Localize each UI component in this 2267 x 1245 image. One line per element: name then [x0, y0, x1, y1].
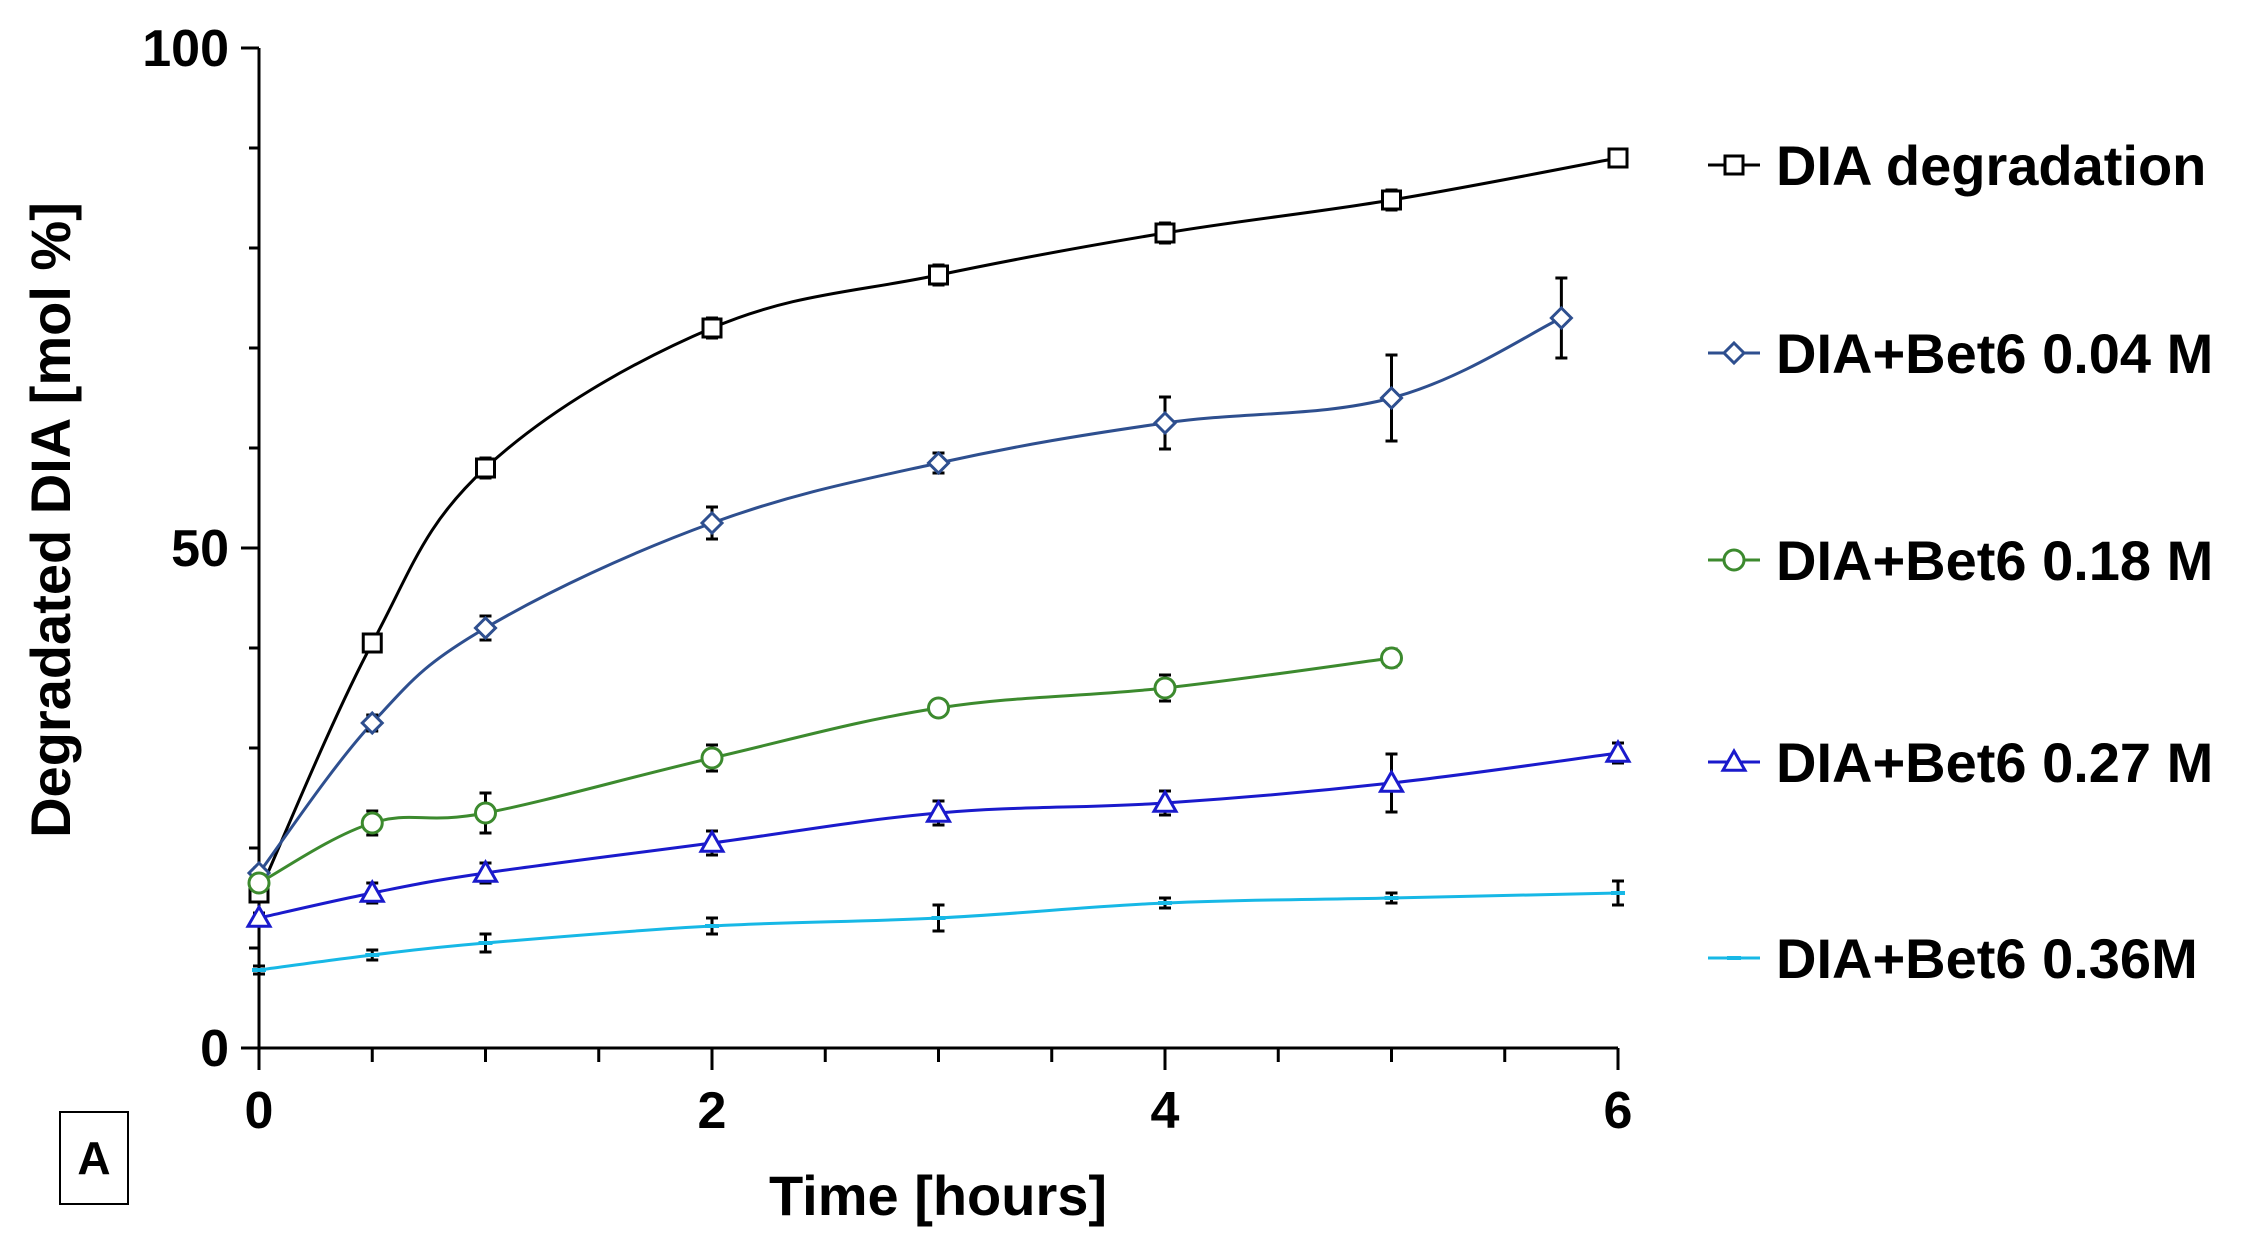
data-point: [928, 264, 949, 286]
data-point: [1377, 768, 1406, 793]
x-tick-label: 4: [1151, 1082, 1180, 1140]
series-line: [257, 316, 1563, 874]
x-tick-label: 2: [698, 1082, 727, 1140]
data-point: [700, 746, 724, 770]
data-point: [924, 798, 953, 823]
data-point: [1151, 788, 1179, 813]
data-point: [360, 811, 384, 835]
legend-label: DIA degradation: [1776, 134, 2206, 197]
series-line: [258, 656, 1392, 885]
x-axis-title: Time [hours]: [769, 1164, 1107, 1227]
series-line: [257, 156, 1619, 894]
data-point: [245, 903, 273, 928]
series-line: [258, 751, 1619, 920]
data-point: [927, 696, 950, 720]
x-tick-label: 6: [1604, 1082, 1633, 1140]
legend: DIA degradation DIA+Bet6 0.04 M DIA+Bet6 0…: [1708, 134, 2213, 990]
data-point: [1549, 305, 1574, 331]
legend-marker: [1721, 340, 1747, 366]
panel-label: A: [77, 1132, 110, 1184]
data-point: [1607, 147, 1629, 169]
data-point: [699, 510, 725, 536]
data-point: [698, 828, 726, 853]
data-point: [361, 632, 383, 654]
data-point: [701, 317, 723, 339]
data-markers: [245, 147, 1632, 972]
legend-label: DIA+Bet6 0.36M: [1776, 927, 2198, 990]
legend-label: DIA+Bet6 0.18 M: [1776, 529, 2213, 592]
data-point: [1381, 189, 1402, 211]
panel-label-frame: [59, 1111, 129, 1205]
x-tick-label: 0: [245, 1082, 274, 1140]
y-tick-label: 100: [142, 20, 229, 78]
legend-marker: [1723, 154, 1745, 176]
data-point: [475, 457, 496, 479]
data-point: [1380, 646, 1403, 670]
data-point: [1153, 676, 1177, 700]
legend-marker: [1722, 548, 1746, 572]
data-point: [474, 801, 497, 825]
data-point: [360, 710, 385, 736]
data-point: [247, 871, 271, 895]
legend-marker: [1720, 747, 1748, 772]
data-point: [1379, 385, 1404, 411]
data-point: [358, 878, 386, 903]
y-tick-label: 50: [171, 520, 229, 578]
data-point: [1152, 410, 1178, 436]
data-point: [473, 615, 498, 641]
y-axis-title: Degradated DIA [mol %]: [19, 202, 82, 838]
ticks: 0 2 4 6 0 50 100: [142, 20, 1632, 1140]
y-tick-label: 0: [200, 1020, 229, 1078]
legend-label: DIA+Bet6 0.04 M: [1776, 322, 2213, 385]
data-point: [1604, 738, 1632, 763]
data-point: [926, 450, 951, 476]
data-point: [471, 858, 500, 883]
legend-label: DIA+Bet6 0.27 M: [1776, 731, 2213, 794]
panel-label-box: A: [59, 1111, 129, 1205]
data-point: [1154, 222, 1176, 244]
